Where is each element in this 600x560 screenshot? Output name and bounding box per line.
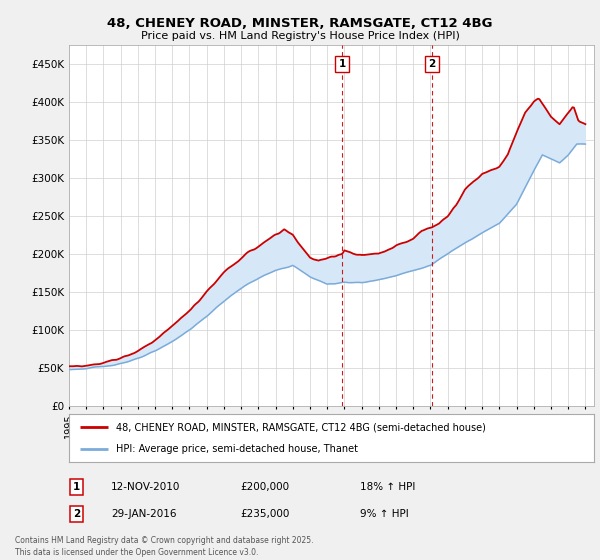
Text: 48, CHENEY ROAD, MINSTER, RAMSGATE, CT12 4BG (semi-detached house): 48, CHENEY ROAD, MINSTER, RAMSGATE, CT12… [116,422,486,432]
Text: 29-JAN-2016: 29-JAN-2016 [111,509,176,519]
Text: 1: 1 [73,482,80,492]
Text: HPI: Average price, semi-detached house, Thanet: HPI: Average price, semi-detached house,… [116,444,358,454]
Text: Contains HM Land Registry data © Crown copyright and database right 2025.
This d: Contains HM Land Registry data © Crown c… [15,536,314,557]
Text: 12-NOV-2010: 12-NOV-2010 [111,482,181,492]
Text: £200,000: £200,000 [240,482,289,492]
Text: 18% ↑ HPI: 18% ↑ HPI [360,482,415,492]
Text: £235,000: £235,000 [240,509,289,519]
Text: Price paid vs. HM Land Registry's House Price Index (HPI): Price paid vs. HM Land Registry's House … [140,31,460,41]
Text: 9% ↑ HPI: 9% ↑ HPI [360,509,409,519]
Text: 48, CHENEY ROAD, MINSTER, RAMSGATE, CT12 4BG: 48, CHENEY ROAD, MINSTER, RAMSGATE, CT12… [107,17,493,30]
Text: 1: 1 [338,59,346,69]
Text: 2: 2 [428,59,436,69]
Text: 2: 2 [73,509,80,519]
